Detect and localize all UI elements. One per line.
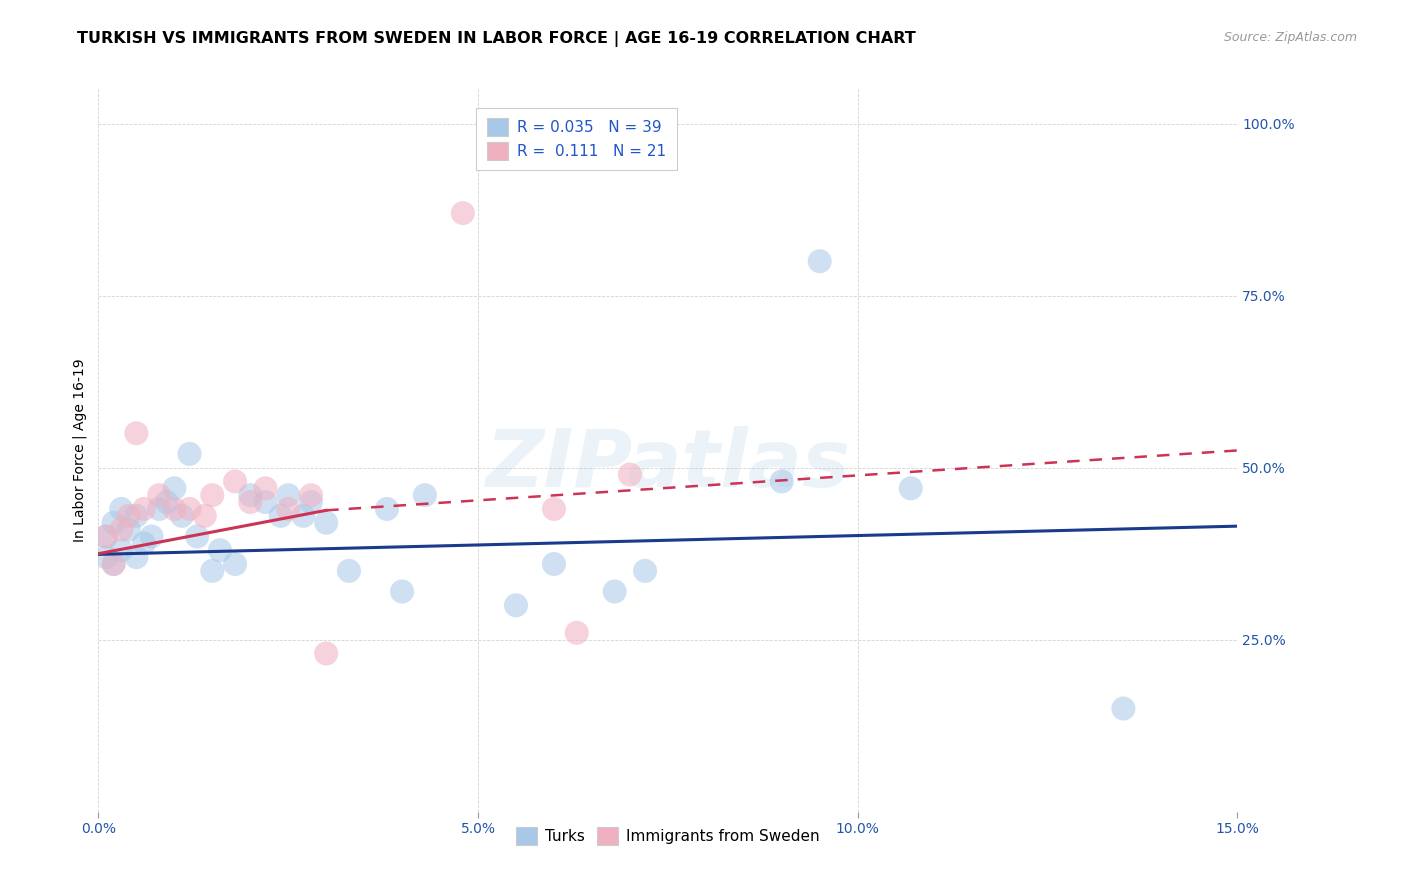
- Point: [141, 529, 163, 543]
- Point: [292, 508, 315, 523]
- Point: [315, 516, 337, 530]
- Point: [110, 523, 132, 537]
- Point: [413, 488, 436, 502]
- Point: [186, 529, 208, 543]
- Point: [118, 508, 141, 523]
- Point: [110, 543, 132, 558]
- Point: [239, 495, 262, 509]
- Point: [634, 564, 657, 578]
- Point: [163, 481, 186, 495]
- Point: [103, 557, 125, 571]
- Point: [179, 502, 201, 516]
- Point: [543, 557, 565, 571]
- Point: [125, 508, 148, 523]
- Point: [94, 550, 117, 565]
- Point: [132, 502, 155, 516]
- Point: [543, 502, 565, 516]
- Point: [163, 502, 186, 516]
- Point: [132, 536, 155, 550]
- Text: ZIPatlas: ZIPatlas: [485, 425, 851, 504]
- Point: [110, 502, 132, 516]
- Point: [391, 584, 413, 599]
- Point: [224, 475, 246, 489]
- Point: [125, 426, 148, 441]
- Legend: Turks, Immigrants from Sweden: Turks, Immigrants from Sweden: [510, 822, 825, 851]
- Point: [201, 564, 224, 578]
- Point: [505, 599, 527, 613]
- Point: [156, 495, 179, 509]
- Point: [375, 502, 398, 516]
- Point: [239, 488, 262, 502]
- Point: [125, 550, 148, 565]
- Point: [201, 488, 224, 502]
- Point: [103, 557, 125, 571]
- Point: [94, 529, 117, 543]
- Point: [224, 557, 246, 571]
- Point: [337, 564, 360, 578]
- Point: [299, 488, 322, 502]
- Point: [103, 516, 125, 530]
- Point: [603, 584, 626, 599]
- Point: [277, 488, 299, 502]
- Point: [900, 481, 922, 495]
- Point: [148, 488, 170, 502]
- Point: [270, 508, 292, 523]
- Point: [194, 508, 217, 523]
- Point: [451, 206, 474, 220]
- Point: [315, 647, 337, 661]
- Point: [1112, 701, 1135, 715]
- Point: [118, 523, 141, 537]
- Point: [565, 625, 588, 640]
- Text: Source: ZipAtlas.com: Source: ZipAtlas.com: [1223, 31, 1357, 45]
- Point: [299, 495, 322, 509]
- Point: [179, 447, 201, 461]
- Point: [148, 502, 170, 516]
- Text: TURKISH VS IMMIGRANTS FROM SWEDEN IN LABOR FORCE | AGE 16-19 CORRELATION CHART: TURKISH VS IMMIGRANTS FROM SWEDEN IN LAB…: [77, 31, 917, 47]
- Point: [619, 467, 641, 482]
- Point: [94, 529, 117, 543]
- Point: [254, 481, 277, 495]
- Point: [208, 543, 231, 558]
- Point: [254, 495, 277, 509]
- Point: [277, 502, 299, 516]
- Point: [770, 475, 793, 489]
- Point: [170, 508, 193, 523]
- Y-axis label: In Labor Force | Age 16-19: In Labor Force | Age 16-19: [73, 359, 87, 542]
- Point: [808, 254, 831, 268]
